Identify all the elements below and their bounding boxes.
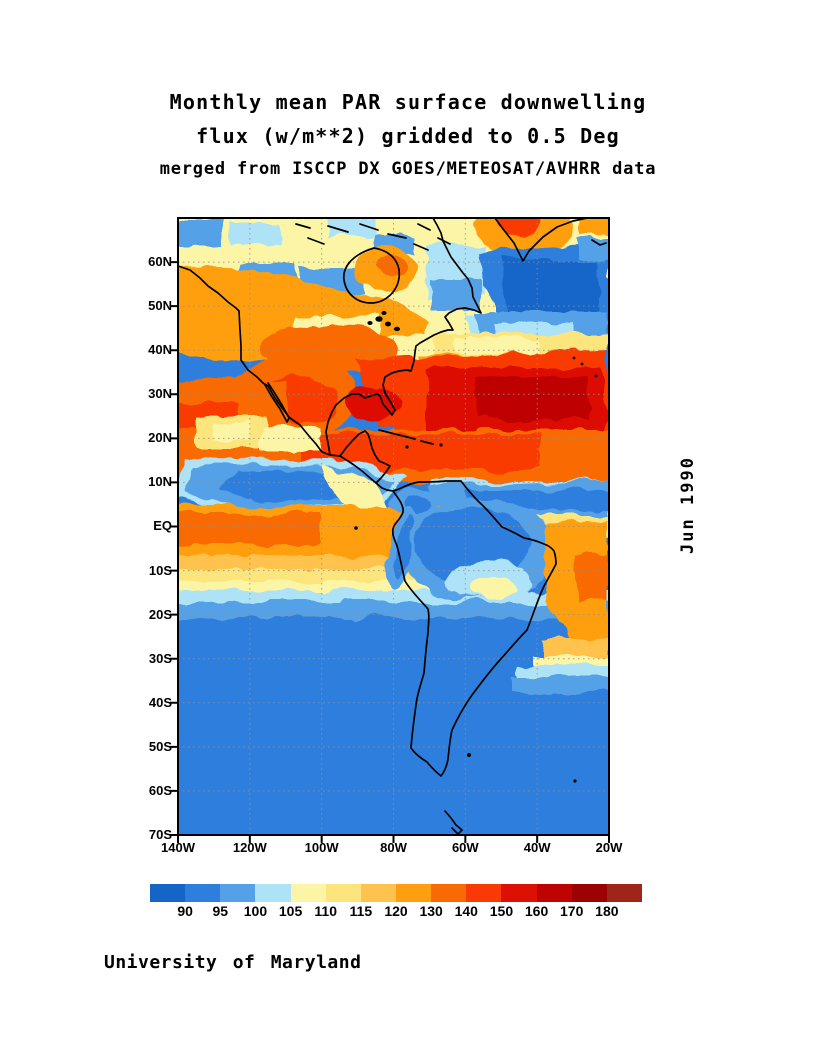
colorbar-cell (606, 884, 642, 902)
arctic-islands (295, 223, 451, 251)
lat-tick-label: 10S (148, 562, 172, 578)
colorbar-cell (220, 884, 256, 902)
axis-ticks (170, 261, 610, 843)
credit: University of Maryland (104, 952, 362, 973)
coastline-cuba (378, 429, 416, 440)
colorbar-boundary-label: 90 (177, 903, 193, 919)
colorbar-cell (431, 884, 467, 902)
colorbar-boundary-label: 120 (384, 903, 408, 919)
lon-tick-label: 100W (304, 840, 339, 855)
coastline-south-america (391, 480, 557, 777)
colorbar-cell (150, 884, 186, 902)
map-plot (158, 208, 628, 853)
map-border (177, 217, 610, 836)
lon-tick-label: 20W (595, 840, 623, 855)
lat-tick-label: 20N (148, 430, 172, 446)
colorbar-cell (536, 884, 572, 902)
lat-tick-label: 60S (148, 782, 172, 798)
colorbar-cell (325, 884, 361, 902)
lon-tick-label: 120W (232, 840, 267, 855)
colorbar-boundary-label: 150 (489, 903, 514, 919)
colorbar-boundary-label: 180 (595, 903, 619, 919)
coastline-baja (264, 382, 290, 423)
lat-tick-label: 50S (148, 738, 172, 754)
colorbar-cell (466, 884, 502, 902)
lat-tick-label: 40N (148, 342, 172, 358)
colorbar-cell (255, 884, 291, 902)
lon-tick-label: 40W (523, 840, 551, 855)
colorbar-cell (395, 884, 432, 902)
colorbar-cell (360, 884, 396, 902)
colorbar-boundary-label: 160 (524, 903, 549, 919)
colorbar-cell (290, 884, 326, 902)
lon-tick-label: 80W (380, 840, 407, 855)
figure-title-line1: Monthly mean PAR surface downwelling (169, 90, 647, 114)
lat-tick-label: 50N (148, 298, 172, 314)
colorbar-cell (501, 884, 537, 902)
coastlines (178, 218, 607, 835)
date-label: Jun 1990 (678, 456, 698, 554)
small-islands (354, 356, 598, 783)
coastline-antarctic-peninsula (444, 810, 463, 835)
coastline-gulf-atlantic (325, 218, 482, 456)
lat-tick-label: 40S (148, 694, 172, 710)
colorbar-boundary-label: 100 (243, 903, 268, 919)
lat-tick-label: 60N (148, 254, 172, 270)
colorbar-cell (571, 884, 607, 902)
colorbar-boundary-label: 95 (212, 903, 229, 919)
flux-field (178, 218, 609, 835)
colorbar-boundary-label: 110 (314, 903, 337, 919)
lat-tick-label: 30S (148, 650, 172, 666)
figure-title-line3: merged from ISCCP DX GOES/METEOSAT/AVHRR… (159, 159, 657, 179)
colorbar-boundary-label: 170 (560, 903, 584, 919)
coastline-iceland (591, 239, 607, 246)
colorbar-legend (150, 884, 642, 902)
colorbar-boundary-label: 105 (278, 903, 303, 919)
colorbar-boundary-label: 140 (454, 903, 478, 919)
lat-tick-label: 30N (148, 386, 172, 402)
map-svg (170, 217, 610, 843)
coastline-greenland (494, 218, 588, 262)
graticule (178, 218, 609, 835)
colorbar-boundary-label: 130 (419, 903, 443, 919)
coastline-yucatan (339, 430, 391, 484)
colorbar-labels: 90 95 100 105 110 115 120 130 140 150 160 170 180 (150, 903, 642, 919)
lat-tick-label: 20S (148, 606, 172, 622)
coastline-hispaniola (420, 440, 434, 445)
great-lakes (367, 311, 400, 332)
colorbar-cell (185, 884, 221, 902)
lat-tick-label: 10N (148, 474, 172, 490)
lon-tick-label: 140W (161, 840, 195, 855)
lat-tick-label: EQ (153, 518, 172, 534)
coastline-hudson-bay (343, 247, 401, 304)
lat-tick-label: 70S (148, 826, 172, 842)
coastline-north-america-west (178, 265, 394, 492)
colorbar-boundary-label: 115 (349, 903, 373, 919)
figure-title-line2: flux (w/m**2) gridded to 0.5 Deg (196, 124, 620, 148)
lon-tick-label: 60W (451, 840, 479, 855)
